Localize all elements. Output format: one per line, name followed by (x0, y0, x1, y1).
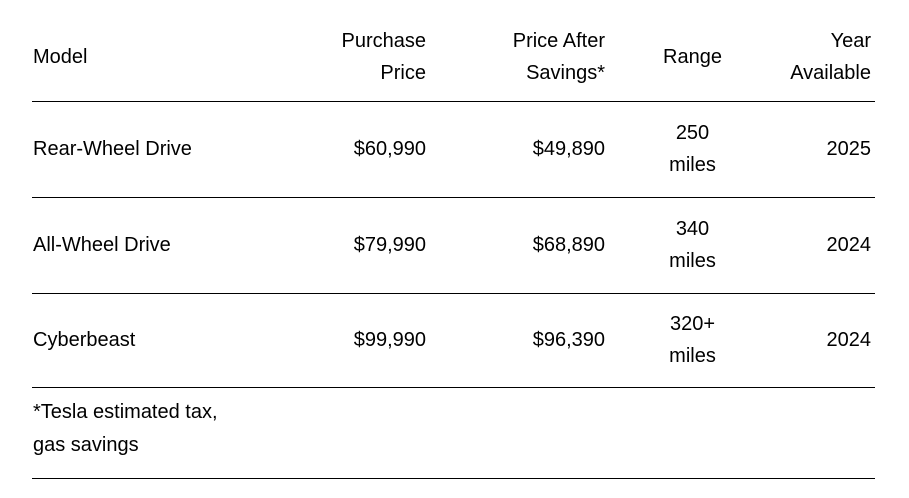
range-cell: 250 miles (605, 101, 780, 198)
model-cell: Rear-Wheel Drive (32, 101, 252, 198)
col-header-price-after-savings: Price After Savings* (426, 0, 605, 102)
table-row: Cyberbeast $99,990 $96,390 320+ miles 20… (32, 293, 875, 388)
purchase-price-cell: $79,990 (252, 197, 426, 294)
price-after-savings-cell: $96,390 (426, 293, 605, 388)
table-row: All-Wheel Drive $79,990 $68,890 340 mile… (32, 197, 875, 294)
table-footnote: *Tesla estimated tax, gas savings (32, 388, 875, 479)
purchase-price-cell: $99,990 (252, 293, 426, 388)
col-header-model: Model (32, 0, 252, 102)
model-cell: Cyberbeast (32, 293, 252, 388)
pricing-table: Model Purchase Price Price After Savings… (32, 0, 875, 388)
range-cell: 340 miles (605, 197, 780, 294)
col-header-year-available: Year Available (780, 0, 875, 102)
pricing-table-page: Model Purchase Price Price After Savings… (32, 0, 875, 479)
price-after-savings-cell: $68,890 (426, 197, 605, 294)
col-header-purchase-price: Purchase Price (252, 0, 426, 102)
table-row: Rear-Wheel Drive $60,990 $49,890 250 mil… (32, 101, 875, 198)
year-available-cell: 2024 (780, 293, 875, 388)
col-header-range: Range (605, 0, 780, 102)
range-cell: 320+ miles (605, 293, 780, 388)
header-row: Model Purchase Price Price After Savings… (32, 0, 875, 102)
model-cell: All-Wheel Drive (32, 197, 252, 294)
price-after-savings-cell: $49,890 (426, 101, 605, 198)
year-available-cell: 2025 (780, 101, 875, 198)
year-available-cell: 2024 (780, 197, 875, 294)
purchase-price-cell: $60,990 (252, 101, 426, 198)
